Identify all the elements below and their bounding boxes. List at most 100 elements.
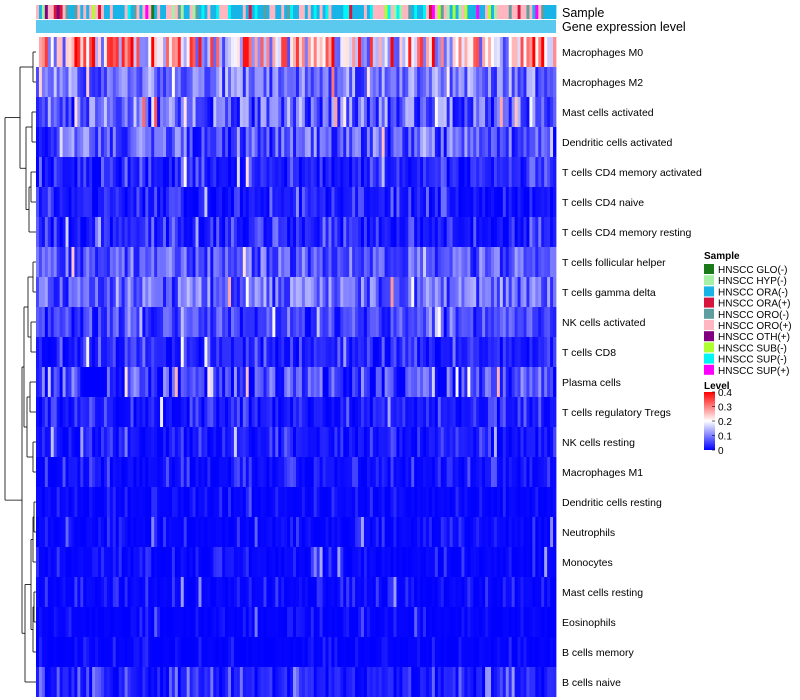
heatmap-cell xyxy=(488,247,492,277)
heatmap-cell xyxy=(95,667,99,697)
heatmap-cell xyxy=(387,397,391,427)
heatmap-cell xyxy=(313,517,318,547)
heatmap-cell xyxy=(275,157,279,187)
heatmap-cell xyxy=(168,637,173,667)
heatmap-cell xyxy=(44,367,49,397)
heatmap-cell xyxy=(242,637,247,667)
heatmap-cell xyxy=(228,127,232,157)
heatmap-cell xyxy=(390,217,394,247)
heatmap-cell xyxy=(183,577,188,607)
heatmap-cell xyxy=(74,97,78,127)
heatmap-cell xyxy=(517,637,521,667)
heatmap-cell xyxy=(464,517,468,547)
heatmap-cell xyxy=(38,97,43,127)
heatmap-cell xyxy=(163,217,167,247)
heatmap-cell xyxy=(352,337,356,367)
heatmap-cell xyxy=(281,247,285,277)
heatmap-cell xyxy=(343,637,347,667)
sample-annotation-cell xyxy=(124,5,128,19)
heatmap-cell xyxy=(290,247,294,277)
heatmap-cell xyxy=(467,577,471,607)
heatmap-cell xyxy=(502,277,507,307)
heatmap-cell xyxy=(387,157,391,187)
heatmap-cell xyxy=(381,127,386,157)
heatmap-cell xyxy=(502,187,507,217)
heatmap-cell xyxy=(316,157,321,187)
heatmap-cell xyxy=(464,547,468,577)
heatmap-cell xyxy=(446,577,451,607)
heatmap-cell xyxy=(437,517,442,547)
heatmap-cell xyxy=(334,97,338,127)
heatmap-cell xyxy=(133,97,137,127)
heatmap-cell xyxy=(180,427,185,457)
heatmap-cell xyxy=(349,577,353,607)
heatmap-cell xyxy=(68,307,72,337)
heatmap-cell xyxy=(269,517,273,547)
heatmap-cell xyxy=(470,667,474,697)
heatmap-cell xyxy=(204,277,208,307)
heatmap-cell xyxy=(458,97,462,127)
heatmap-cell xyxy=(124,487,128,517)
sample-annotation-cell xyxy=(443,5,448,19)
heatmap-cell xyxy=(547,277,551,307)
heatmap-cell xyxy=(541,307,545,337)
heatmap-cell xyxy=(375,397,380,427)
heatmap-cell xyxy=(154,397,158,427)
heatmap-cell xyxy=(89,457,93,487)
heatmap-cell xyxy=(304,217,309,247)
sample-annotation-cell xyxy=(493,5,498,19)
heatmap-cell xyxy=(349,637,353,667)
heatmap-cell xyxy=(396,307,400,337)
heatmap-cell xyxy=(511,337,516,367)
heatmap-cell xyxy=(553,427,557,457)
heatmap-cell xyxy=(375,187,380,217)
heatmap-cell xyxy=(428,67,433,97)
heatmap-cell xyxy=(183,217,188,247)
heatmap-cell xyxy=(239,37,244,67)
heatmap-cell xyxy=(307,157,312,187)
heatmap-cell xyxy=(239,217,244,247)
heatmap-cell xyxy=(245,517,250,547)
heatmap-cell xyxy=(148,127,152,157)
heatmap-cell xyxy=(355,277,359,307)
heatmap-cell xyxy=(337,427,341,457)
heatmap-cell xyxy=(488,397,492,427)
heatmap-cell xyxy=(171,397,176,427)
heatmap-cell xyxy=(50,307,55,337)
sample-annotation-cell xyxy=(266,5,270,19)
heatmap-cell xyxy=(239,187,244,217)
heatmap-cell xyxy=(83,217,87,247)
heatmap-cell xyxy=(455,217,459,247)
heatmap-cell xyxy=(334,67,338,97)
heatmap-cell xyxy=(434,37,439,67)
heatmap-cell xyxy=(86,277,90,307)
heatmap-cell xyxy=(366,547,371,577)
heatmap-cell xyxy=(352,37,356,67)
heatmap-cell xyxy=(106,97,111,127)
heatmap-cell xyxy=(417,277,421,307)
heatmap-cell xyxy=(174,217,179,247)
heatmap-cell xyxy=(38,577,43,607)
heatmap-cell xyxy=(136,67,140,97)
heatmap-cell xyxy=(337,37,341,67)
heatmap-cell xyxy=(399,427,403,457)
heatmap-cell xyxy=(272,277,276,307)
heatmap-cell xyxy=(219,577,223,607)
heatmap-cell xyxy=(248,517,253,547)
heatmap-cell xyxy=(479,607,483,637)
heatmap-cell xyxy=(473,427,477,457)
heatmap-cell xyxy=(133,457,137,487)
heatmap-cell xyxy=(455,547,459,577)
heatmap-cell xyxy=(62,607,66,637)
heatmap-cell xyxy=(396,427,400,457)
heatmap-cell xyxy=(233,277,238,307)
heatmap-cell xyxy=(470,127,474,157)
heatmap-cell xyxy=(423,217,427,247)
heatmap-cell xyxy=(396,67,400,97)
heatmap-cell xyxy=(180,217,185,247)
heatmap-cell xyxy=(331,247,335,277)
heatmap-cell xyxy=(298,457,303,487)
heatmap-cell xyxy=(47,367,52,397)
heatmap-cell xyxy=(452,217,456,247)
heatmap-cell xyxy=(275,427,279,457)
